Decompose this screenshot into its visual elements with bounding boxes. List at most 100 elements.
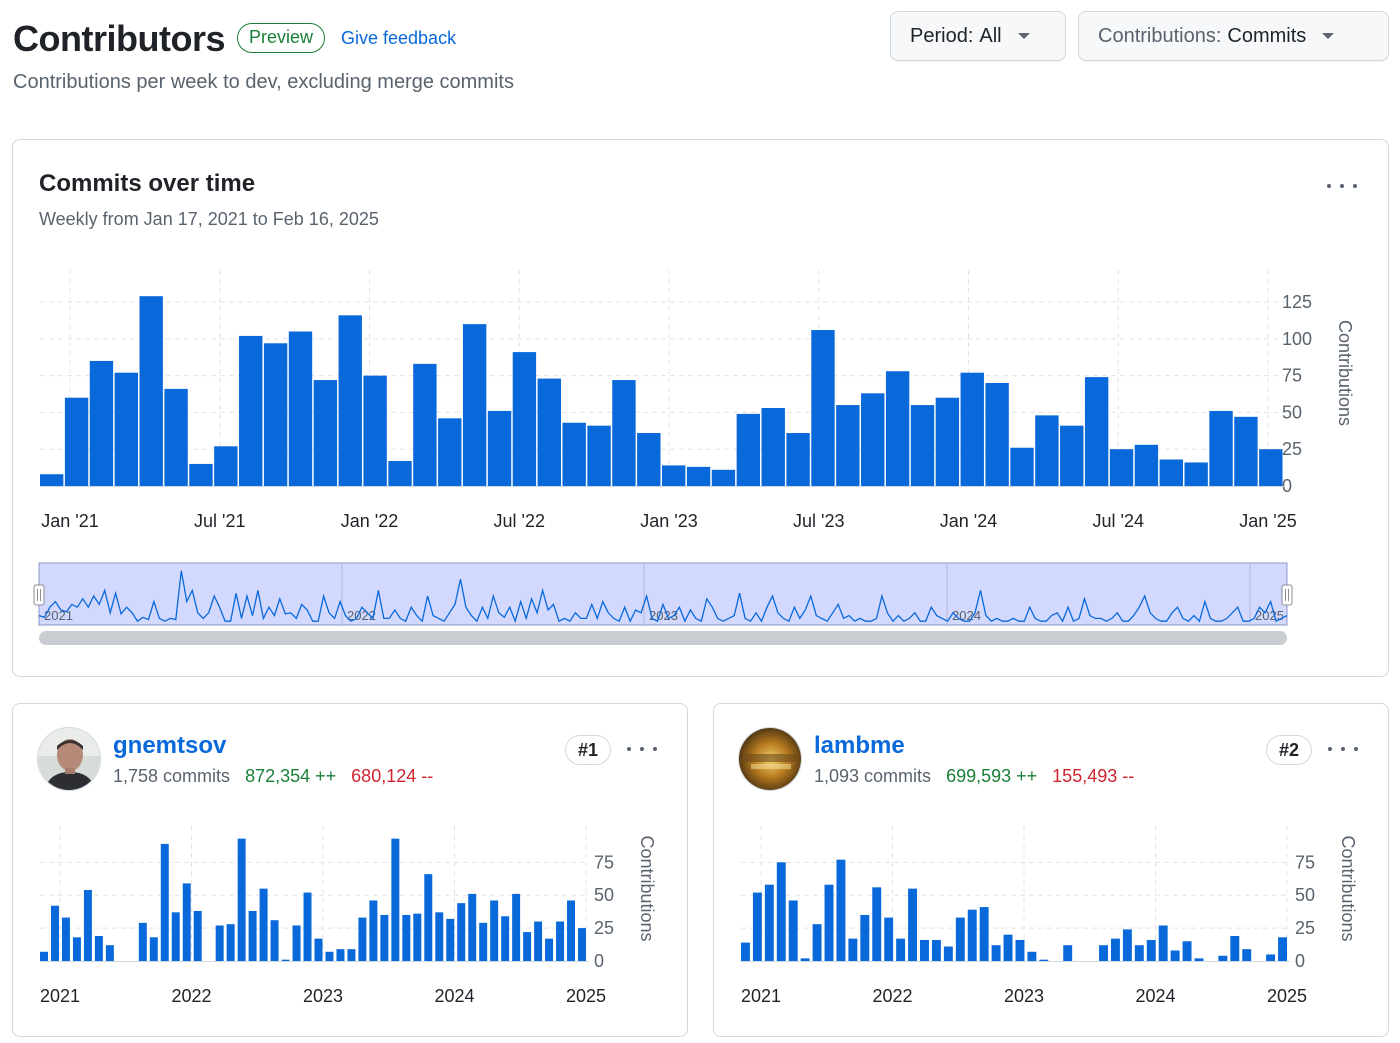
bar bbox=[1134, 945, 1144, 961]
commit-count: 1,758 commits bbox=[113, 766, 231, 786]
y-tick-label: 25 bbox=[1295, 918, 1315, 938]
bar bbox=[1003, 934, 1013, 961]
bar bbox=[587, 425, 611, 486]
contributor-bar-chart: 0 25 50 75 2021 2022 2023 2024 2025 Contributions bbox=[741, 826, 1358, 1006]
brush-sparkline bbox=[38, 570, 1288, 624]
bar bbox=[910, 405, 935, 486]
bar bbox=[50, 905, 59, 961]
bar bbox=[413, 913, 422, 961]
x-tick-label: Jul '21 bbox=[194, 511, 245, 531]
bar bbox=[160, 843, 169, 961]
deletions-count: 680,124 -- bbox=[351, 766, 434, 786]
bar bbox=[189, 463, 213, 486]
contributor-username[interactable]: lambme bbox=[814, 732, 905, 759]
bar bbox=[435, 912, 444, 961]
x-tick-label: 2025 bbox=[1267, 986, 1307, 1006]
period-dropdown[interactable]: Period: All bbox=[890, 11, 1066, 61]
bar bbox=[1122, 929, 1132, 961]
x-tick-label: Jan '21 bbox=[41, 511, 98, 531]
bar bbox=[662, 465, 686, 486]
x-tick-label: Jan '25 bbox=[1239, 511, 1296, 531]
bar bbox=[1184, 462, 1208, 486]
bar bbox=[1230, 936, 1240, 961]
x-tick-label: 2021 bbox=[40, 986, 80, 1006]
chart-subtitle: Weekly from Jan 17, 2021 to Feb 16, 2025 bbox=[39, 209, 379, 229]
y-tick-label: 50 bbox=[594, 885, 614, 905]
bar bbox=[885, 371, 910, 486]
bar bbox=[943, 946, 953, 961]
bar bbox=[955, 917, 965, 961]
bar bbox=[336, 949, 345, 961]
bar bbox=[237, 838, 246, 961]
brush-handle[interactable] bbox=[33, 584, 45, 606]
bar bbox=[139, 296, 163, 486]
x-tick-label: 2023 bbox=[1004, 986, 1044, 1006]
y-tick-label: 75 bbox=[594, 852, 614, 872]
bar bbox=[1060, 425, 1084, 486]
bar bbox=[358, 917, 367, 961]
bar bbox=[270, 920, 279, 961]
bar bbox=[468, 893, 477, 961]
contributor-card: gnemtsov 1,758 commits 872,354 ++ 680,12… bbox=[12, 703, 688, 1037]
bar bbox=[836, 859, 846, 961]
bar bbox=[824, 884, 834, 961]
bar bbox=[1010, 447, 1034, 486]
bar bbox=[424, 874, 433, 961]
bar bbox=[114, 372, 139, 486]
bar bbox=[388, 460, 412, 486]
contributor-username[interactable]: gnemtsov bbox=[113, 732, 227, 759]
commits-bar-chart: 0 25 50 75 100 125 Jan '21 Jul '21 Jan '22 Jul '2… bbox=[33, 270, 1355, 645]
bar bbox=[545, 938, 554, 961]
bar bbox=[303, 892, 312, 961]
bar bbox=[1158, 925, 1168, 961]
y-tick-label: 25 bbox=[1282, 439, 1302, 459]
bar bbox=[105, 945, 114, 961]
more-options-icon[interactable] bbox=[1328, 741, 1358, 757]
bar bbox=[1099, 945, 1108, 961]
contributions-dropdown[interactable]: Contributions: Commits bbox=[1078, 11, 1389, 61]
commits-over-time-panel: Commits over time Weekly from Jan 17, 20… bbox=[12, 139, 1389, 677]
period-label: Period: bbox=[910, 24, 974, 47]
x-tick-label: 2024 bbox=[1135, 986, 1175, 1006]
bar bbox=[347, 949, 356, 961]
caret-down-icon bbox=[1017, 33, 1030, 39]
bar bbox=[1234, 416, 1258, 486]
bar bbox=[1063, 945, 1073, 961]
bar bbox=[567, 900, 576, 961]
bar bbox=[800, 958, 810, 961]
bar bbox=[413, 363, 437, 486]
more-options-icon[interactable] bbox=[627, 741, 657, 757]
brush-scrollbar[interactable] bbox=[39, 631, 1287, 645]
bar bbox=[1035, 415, 1059, 486]
avatar[interactable] bbox=[37, 727, 101, 791]
bar bbox=[686, 466, 711, 486]
bar bbox=[1278, 937, 1287, 961]
bar bbox=[896, 938, 906, 961]
give-feedback-link[interactable]: Give feedback bbox=[341, 28, 457, 48]
more-options-icon[interactable] bbox=[1327, 178, 1357, 194]
y-tick-label: 25 bbox=[594, 918, 614, 938]
rank-badge: #2 bbox=[1266, 735, 1313, 765]
bar bbox=[462, 324, 487, 486]
avatar[interactable] bbox=[738, 727, 802, 791]
x-tick-label: 2023 bbox=[303, 986, 343, 1006]
bar bbox=[836, 405, 860, 486]
page-header: Contributors Preview Give feedback Contr… bbox=[13, 11, 1389, 104]
bar bbox=[164, 388, 188, 486]
y-axis-title: Contributions bbox=[637, 835, 657, 941]
brush-year-label: 2025 bbox=[1255, 608, 1284, 623]
bar bbox=[908, 888, 918, 961]
bar bbox=[438, 418, 462, 486]
y-tick-label: 75 bbox=[1295, 852, 1315, 872]
bar bbox=[861, 393, 885, 486]
bar bbox=[761, 408, 785, 486]
commit-count: 1,093 commits bbox=[814, 766, 932, 786]
bar bbox=[259, 888, 268, 961]
brush-handle[interactable] bbox=[1281, 584, 1293, 606]
bar bbox=[991, 945, 1001, 961]
bar bbox=[1194, 958, 1204, 961]
y-tick-label: 100 bbox=[1282, 329, 1312, 349]
period-value: All bbox=[979, 24, 1002, 47]
bar bbox=[556, 921, 565, 961]
bar bbox=[40, 951, 48, 961]
